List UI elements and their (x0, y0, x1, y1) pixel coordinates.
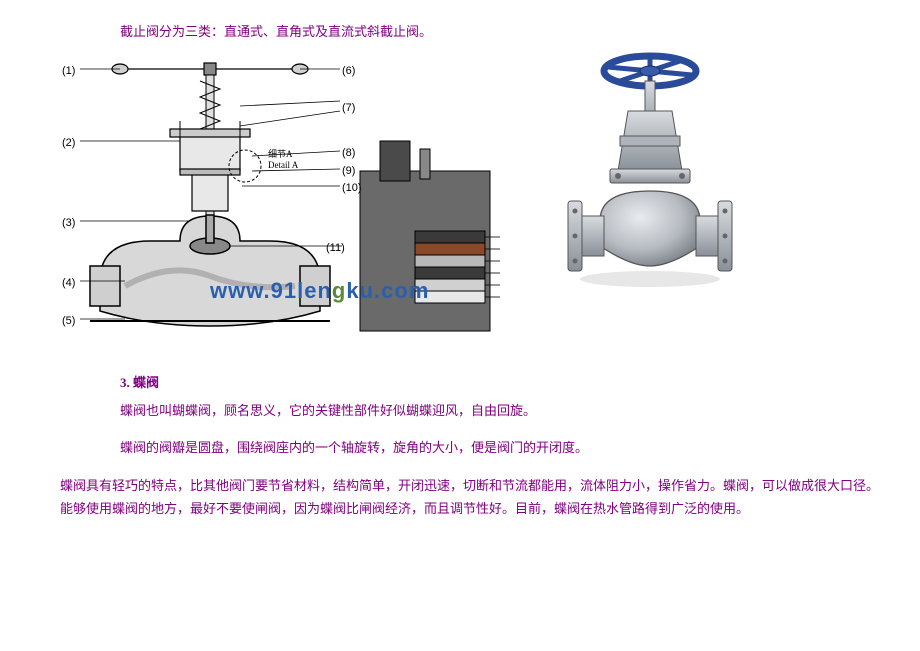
callout-4: (4) (62, 274, 75, 294)
callout-6: (6) (342, 62, 355, 82)
callout-7: (7) (342, 99, 355, 119)
rendered-valve (550, 41, 750, 301)
callout-11: (11) (326, 239, 345, 259)
para-3: 蝶阀具有轻巧的特点，比其他阀门要节省材料，结构简单，开闭迅速，切断和节流都能用，… (60, 474, 890, 521)
wm-p3: g (332, 278, 346, 303)
watermark: www.91lengku.com (210, 271, 429, 311)
wm-p2: 91len (271, 278, 332, 303)
callout-1: (1) (62, 62, 75, 82)
figure-row: (1) (2) (3) (4) (5) (6) (7) (8) (9) (10)… (30, 51, 890, 351)
para-1: 蝶阀也叫蝴蝶阀，顾名思义，它的关键性部件好似蝴蝶迎风，自由回旋。 (120, 399, 890, 422)
intro-text: 截止阀分为三类：直通式、直角式及直流式斜截止阀。 (120, 20, 890, 43)
callout-8: (8) (342, 144, 355, 164)
callout-2: (2) (62, 134, 75, 154)
detail-label-en: Detail A (268, 157, 298, 173)
wm-p1: www. (210, 278, 271, 303)
callout-3: (3) (62, 214, 75, 234)
callout-5: (5) (62, 312, 75, 332)
callout-10: (10) (342, 179, 362, 199)
cutaway-diagram: (1) (2) (3) (4) (5) (6) (7) (8) (9) (10)… (30, 51, 510, 351)
section-title: 3. 蝶阀 (120, 371, 890, 394)
para-2: 蝶阀的阀瓣是圆盘，围绕阀座内的一个轴旋转，旋角的大小，便是阀门的开闭度。 (120, 436, 890, 459)
wm-p4: ku.com (346, 278, 429, 303)
rendered-valve-svg (550, 41, 750, 301)
